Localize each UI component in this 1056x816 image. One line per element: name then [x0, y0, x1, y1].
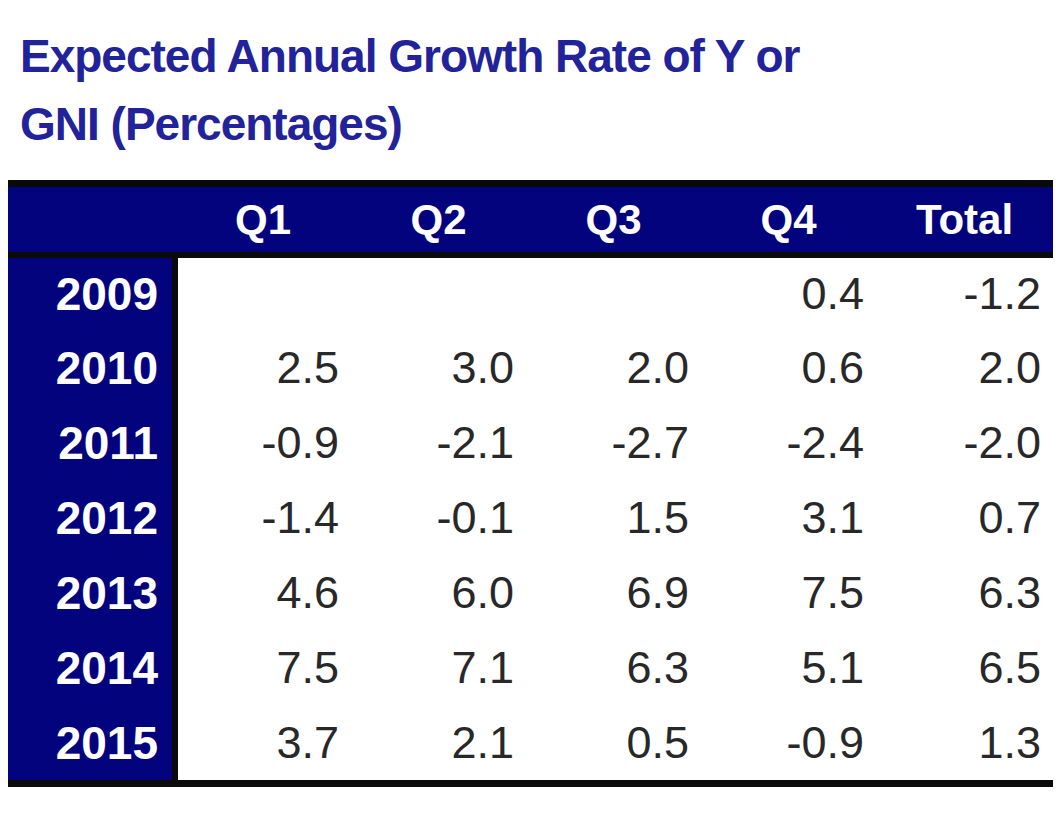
- value-cell: 2.0: [526, 330, 701, 405]
- value-cell: 0.6: [701, 330, 876, 405]
- value-cell: -0.9: [175, 405, 351, 480]
- col-header-q2: Q2: [351, 187, 526, 255]
- value-cell: 7.5: [701, 555, 876, 630]
- year-cell: 2009: [8, 255, 175, 330]
- corner-cell: [8, 187, 175, 255]
- value-cell: 0.7: [876, 480, 1053, 555]
- value-cell: -0.9: [701, 705, 876, 780]
- value-cell: 7.5: [175, 630, 351, 705]
- value-cell: -1.2: [876, 255, 1053, 330]
- value-cell: 1.5: [526, 480, 701, 555]
- chart-title-line1: Expected Annual Growth Rate of Y or: [20, 22, 1046, 90]
- col-header-total: Total: [876, 187, 1053, 255]
- value-cell: 4.6: [175, 555, 351, 630]
- col-header-q4: Q4: [701, 187, 876, 255]
- table-row-2015: 20153.72.10.5-0.91.3: [8, 705, 1053, 780]
- year-cell: 2012: [8, 480, 175, 555]
- table-row-2010: 20102.53.02.00.62.0: [8, 330, 1053, 405]
- value-cell: 6.0: [351, 555, 526, 630]
- value-cell: 6.5: [876, 630, 1053, 705]
- value-cell: [175, 255, 351, 330]
- value-cell: 2.5: [175, 330, 351, 405]
- chart-title: Expected Annual Growth Rate of Y or GNI …: [20, 22, 1046, 158]
- value-cell: -0.1: [351, 480, 526, 555]
- value-cell: 3.7: [175, 705, 351, 780]
- value-cell: -2.1: [351, 405, 526, 480]
- value-cell: 2.0: [876, 330, 1053, 405]
- value-cell: 6.9: [526, 555, 701, 630]
- col-header-q1: Q1: [175, 187, 351, 255]
- table-row-2009: 2009 0.4-1.2: [8, 255, 1053, 330]
- year-cell: 2015: [8, 705, 175, 780]
- value-cell: [526, 255, 701, 330]
- value-cell: 0.4: [701, 255, 876, 330]
- value-cell: 3.1: [701, 480, 876, 555]
- table-row-2013: 20134.66.06.97.56.3: [8, 555, 1053, 630]
- value-cell: 6.3: [526, 630, 701, 705]
- chart-title-line2: GNI (Percentages): [20, 90, 1046, 158]
- value-cell: -2.4: [701, 405, 876, 480]
- value-cell: 0.5: [526, 705, 701, 780]
- table-row-2011: 2011-0.9-2.1-2.7-2.4-2.0: [8, 405, 1053, 480]
- year-cell: 2013: [8, 555, 175, 630]
- value-cell: 3.0: [351, 330, 526, 405]
- table-row-2014: 20147.57.16.35.16.5: [8, 630, 1053, 705]
- header-row: Q1Q2Q3Q4Total: [8, 187, 1053, 255]
- value-cell: 2.1: [351, 705, 526, 780]
- year-cell: 2014: [8, 630, 175, 705]
- value-cell: -2.0: [876, 405, 1053, 480]
- growth-table: Q1Q2Q3Q4Total 20090.4-1.220102.53.02.00.…: [8, 187, 1053, 780]
- year-cell: 2010: [8, 330, 175, 405]
- value-cell: 1.3: [876, 705, 1053, 780]
- table-row-2012: 2012-1.4-0.11.53.10.7: [8, 480, 1053, 555]
- value-cell: 6.3: [876, 555, 1053, 630]
- value-cell: -1.4: [175, 480, 351, 555]
- year-cell: 2011: [8, 405, 175, 480]
- col-header-q3: Q3: [526, 187, 701, 255]
- value-cell: [351, 255, 526, 330]
- value-cell: 7.1: [351, 630, 526, 705]
- value-cell: -2.7: [526, 405, 701, 480]
- value-cell: 5.1: [701, 630, 876, 705]
- growth-table-frame: Q1Q2Q3Q4Total 20090.4-1.220102.53.02.00.…: [8, 180, 1053, 787]
- page: Expected Annual Growth Rate of Y or GNI …: [0, 22, 1056, 816]
